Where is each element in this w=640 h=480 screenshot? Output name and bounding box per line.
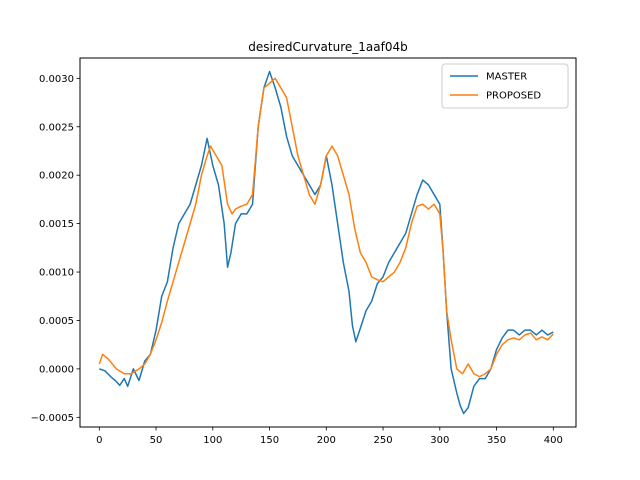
x-tick-label: 400	[544, 435, 563, 446]
x-tick-label: 100	[203, 435, 222, 446]
y-tick-label: 0.0025	[39, 122, 74, 133]
series-layer	[98, 70, 554, 415]
y-tick-label: −0.0005	[31, 413, 74, 424]
legend-box	[441, 63, 569, 109]
series-line-proposed	[98, 77, 554, 378]
y-tick-label: 0.0010	[39, 268, 74, 279]
plot-area	[80, 58, 576, 427]
x-tick-label: 200	[317, 435, 336, 446]
y-tick-label: 0.0015	[39, 219, 74, 230]
y-axis: −0.0005 0.0000 0.0005 0.0010 0.0015 0.0020 0.0…	[31, 74, 80, 424]
x-tick-label: 150	[260, 435, 279, 446]
x-tick-label: 50	[150, 435, 163, 446]
series-line-master	[99, 70, 554, 415]
legend: MASTER PROPOSED	[441, 63, 569, 109]
legend-label-master: MASTER	[486, 72, 527, 83]
x-tick-label: 350	[487, 435, 506, 446]
x-tick-label: 300	[430, 435, 449, 446]
x-tick-label: 250	[374, 435, 393, 446]
x-tick-label: 0	[96, 435, 102, 446]
y-tick-label: 0.0030	[39, 74, 74, 85]
x-axis: 0 50 100 150 200 250 300 350 400	[96, 427, 563, 446]
legend-label-proposed: PROPOSED	[486, 91, 541, 102]
y-tick-label: 0.0000	[39, 364, 74, 375]
y-tick-label: 0.0020	[39, 171, 74, 182]
y-tick-label: 0.0005	[39, 316, 74, 327]
chart-title: desiredCurvature_1aaf04b	[248, 40, 407, 54]
plot-frame	[79, 57, 577, 428]
